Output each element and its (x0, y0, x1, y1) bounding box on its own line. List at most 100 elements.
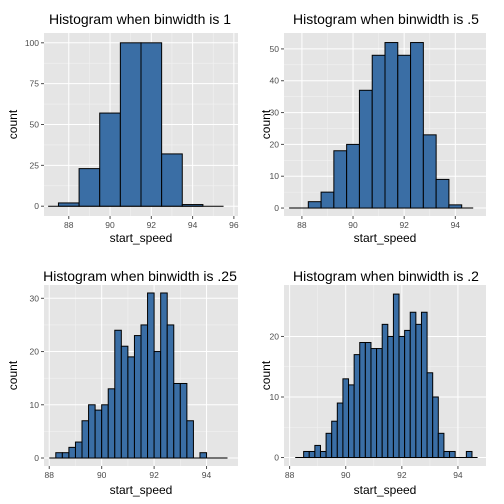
x-tick-label: 90 (105, 220, 115, 230)
histogram-bar (61, 452, 70, 459)
x-tick-label: 92 (149, 470, 159, 480)
y-axis-title: count (6, 360, 20, 390)
histogram-bar (435, 178, 450, 209)
histogram-bar (199, 452, 208, 459)
histogram-bar (68, 446, 76, 459)
histogram-bar (74, 441, 83, 459)
histogram-bar (331, 420, 338, 459)
histogram-bar (107, 388, 116, 459)
histogram-bar (181, 204, 204, 207)
histogram-bar (314, 444, 321, 459)
histogram-bar (437, 432, 445, 459)
histogram-bar (127, 356, 135, 459)
histogram-bar (161, 153, 183, 207)
x-tick-label: 92 (397, 470, 407, 480)
histogram-bar (432, 396, 439, 459)
x-tick-label: 92 (399, 220, 409, 230)
histogram-bar (166, 324, 175, 459)
x-tick-label: 88 (285, 470, 295, 480)
histogram-bar (410, 42, 424, 209)
histogram-panel-1: 88 90 92 94 96 0 25 50 75 100 start_speed count Hist… (6, 11, 239, 245)
histogram-bar (409, 311, 417, 459)
histogram-bar (353, 354, 361, 459)
histogram-bar (57, 202, 80, 207)
x-tick-label: 90 (341, 470, 351, 480)
x-tick-label: 90 (97, 470, 107, 480)
y-axis-title: count (259, 109, 273, 139)
histogram-bar (448, 204, 463, 209)
histogram-bar (415, 323, 422, 459)
x-axis-title: start_speed (110, 231, 173, 245)
histogram-bar (392, 293, 400, 459)
histogram-bar (308, 450, 316, 459)
histogram-bar (179, 382, 188, 459)
histogram-bar (88, 404, 96, 459)
y-tick-label: 50 (30, 120, 40, 130)
y-tick-label: 0 (34, 201, 39, 211)
y-tick-label: 10 (30, 400, 40, 410)
chart-title: Histogram when binwidth is .25 (43, 268, 237, 284)
y-tick-label: 100 (25, 38, 39, 48)
histogram-bar (320, 191, 335, 209)
x-tick-label: 92 (147, 220, 157, 230)
histogram-panel-2: 88 90 92 94 0 10 20 30 40 50 start_speed count Histo… (259, 11, 486, 245)
histogram-bar (303, 450, 310, 459)
histogram-bar (333, 150, 348, 209)
histogram-bar (81, 420, 90, 459)
x-tick-label: 88 (297, 220, 307, 230)
x-tick-label: 96 (229, 220, 239, 230)
x-axis-title: start_speed (354, 483, 417, 497)
histogram-bar (336, 402, 344, 459)
x-tick-label: 88 (64, 220, 74, 230)
histogram-bar (364, 342, 372, 459)
histogram-bar (346, 143, 360, 209)
y-tick-label: 20 (270, 331, 280, 341)
histogram-bar (426, 372, 434, 459)
histogram-bar (404, 329, 411, 459)
y-tick-label: 10 (270, 392, 280, 402)
y-tick-label: 30 (30, 293, 40, 303)
y-tick-label: 0 (274, 453, 279, 463)
histogram-bar (186, 420, 194, 459)
histogram-panel-4: 88 90 92 94 0 10 20 start_speed count Histogram w… (259, 268, 486, 497)
x-tick-label: 94 (188, 220, 198, 230)
histogram-bar (420, 311, 428, 459)
y-axis-title: count (259, 360, 273, 390)
y-tick-label: 40 (270, 76, 280, 86)
histogram-bar (387, 335, 394, 459)
histogram-bar (381, 323, 389, 459)
x-tick-label: 94 (451, 220, 461, 230)
histogram-panel-3: 88 90 92 94 0 10 20 30 start_speed count Histogram… (6, 268, 238, 497)
histogram-bar (94, 409, 103, 459)
histogram-bar (376, 348, 383, 459)
x-axis-title: start_speed (110, 483, 173, 497)
histogram-bar (140, 324, 149, 459)
chart-title: Histogram when binwidth is .2 (293, 268, 479, 284)
histogram-bar (342, 378, 350, 459)
histogram-bar (359, 342, 366, 459)
histogram-bar (160, 292, 168, 459)
histogram-bar (348, 384, 355, 459)
histogram-bar (397, 54, 412, 209)
y-tick-label: 20 (270, 139, 280, 149)
chart-title: Histogram when binwidth is .5 (293, 11, 479, 27)
x-tick-label: 94 (202, 470, 212, 480)
histogram-bar (358, 89, 373, 209)
histogram-bar (449, 450, 456, 459)
histogram-bar (153, 351, 162, 459)
y-tick-label: 10 (270, 171, 280, 181)
histogram-bar (371, 54, 386, 209)
histogram-bar (173, 382, 181, 459)
histogram-bar (140, 42, 163, 207)
histogram-bar (325, 432, 333, 459)
y-tick-label: 50 (270, 44, 280, 54)
y-tick-label: 0 (274, 203, 279, 213)
histogram-bar (120, 345, 129, 459)
histogram-bar (443, 450, 451, 459)
x-tick-label: 94 (453, 470, 463, 480)
histogram-bar (55, 452, 63, 459)
y-axis-title: count (6, 109, 20, 139)
histogram-bar (119, 42, 142, 207)
